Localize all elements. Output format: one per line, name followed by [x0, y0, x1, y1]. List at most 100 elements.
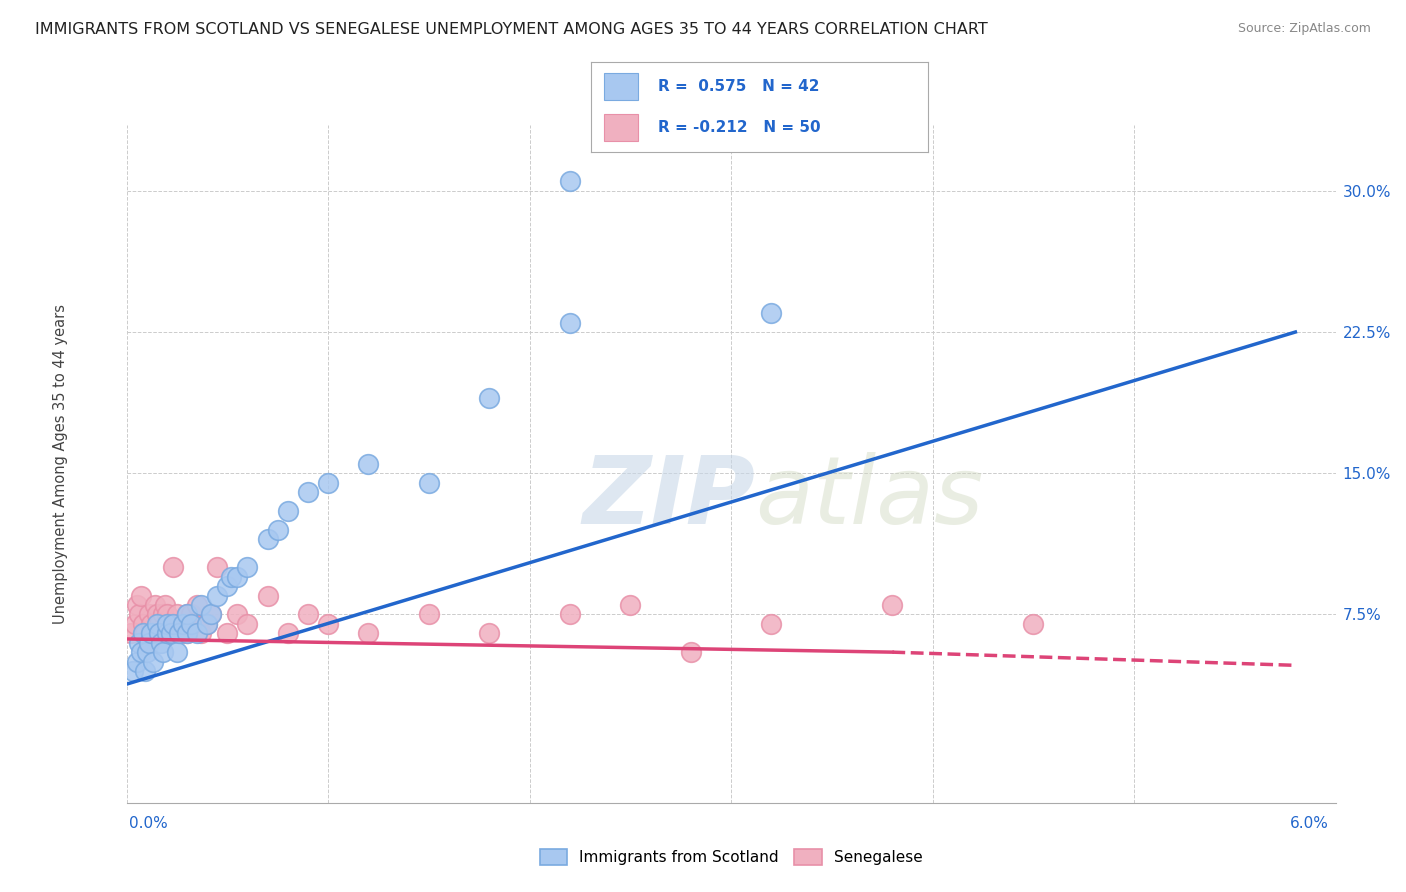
Point: [256, 532, 278, 546]
Point: [297, 485, 319, 500]
Point: [195, 616, 218, 631]
Text: Source: ZipAtlas.com: Source: ZipAtlas.com: [1237, 22, 1371, 36]
Point: [166, 645, 188, 659]
Text: IMMIGRANTS FROM SCOTLAND VS SENEGALESE UNEMPLOYMENT AMONG AGES 35 TO 44 YEARS CO: IMMIGRANTS FROM SCOTLAND VS SENEGALESE U…: [35, 22, 988, 37]
Point: [162, 560, 184, 574]
Point: [176, 626, 198, 640]
Point: [135, 645, 157, 659]
Point: [142, 626, 165, 640]
Point: [128, 607, 150, 622]
Point: [226, 570, 249, 584]
Point: [125, 655, 148, 669]
Point: [135, 636, 157, 650]
Point: [236, 616, 259, 631]
Point: [134, 664, 156, 678]
Text: atlas: atlas: [755, 452, 984, 543]
Point: [226, 607, 249, 622]
Point: [357, 626, 380, 640]
Point: [190, 598, 212, 612]
FancyBboxPatch shape: [605, 114, 638, 141]
Point: [297, 607, 319, 622]
Point: [121, 664, 143, 678]
Point: [217, 626, 239, 640]
Point: [172, 616, 194, 631]
Point: [148, 616, 170, 631]
Point: [176, 607, 198, 622]
Point: [205, 589, 228, 603]
Point: [1022, 616, 1045, 631]
Point: [558, 607, 581, 622]
Point: [761, 616, 783, 631]
Point: [124, 616, 146, 631]
Point: [148, 626, 170, 640]
Point: [128, 636, 150, 650]
Legend: Immigrants from Scotland, Senegalese: Immigrants from Scotland, Senegalese: [531, 842, 931, 873]
Point: [221, 570, 243, 584]
Point: [156, 626, 179, 640]
Point: [176, 626, 198, 640]
Point: [418, 607, 440, 622]
Point: [152, 645, 174, 659]
Point: [138, 607, 160, 622]
Text: R = -0.212   N = 50: R = -0.212 N = 50: [658, 120, 821, 135]
Point: [200, 607, 222, 622]
Point: [277, 626, 299, 640]
FancyBboxPatch shape: [605, 73, 638, 100]
Point: [761, 306, 783, 320]
Point: [149, 626, 172, 640]
Point: [478, 626, 501, 640]
Point: [157, 616, 180, 631]
Point: [478, 391, 501, 405]
Point: [142, 655, 165, 669]
Point: [619, 598, 641, 612]
Point: [357, 457, 380, 471]
Point: [134, 626, 156, 640]
Point: [316, 475, 339, 490]
Point: [149, 636, 172, 650]
Point: [131, 616, 153, 631]
Point: [200, 607, 222, 622]
Point: [316, 616, 339, 631]
Text: 6.0%: 6.0%: [1289, 816, 1329, 830]
Point: [217, 579, 239, 593]
Point: [139, 616, 162, 631]
Point: [167, 616, 190, 631]
Point: [162, 616, 184, 631]
Text: R =  0.575   N = 42: R = 0.575 N = 42: [658, 79, 820, 94]
Point: [156, 616, 179, 631]
Point: [558, 316, 581, 330]
Point: [152, 607, 174, 622]
Point: [153, 598, 176, 612]
Point: [236, 560, 259, 574]
Point: [125, 598, 148, 612]
Point: [267, 523, 290, 537]
Point: [120, 626, 142, 640]
Point: [172, 626, 194, 640]
Point: [156, 626, 179, 640]
Point: [679, 645, 702, 659]
Point: [143, 598, 166, 612]
Point: [256, 589, 278, 603]
Text: 0.0%: 0.0%: [129, 816, 169, 830]
Point: [418, 475, 440, 490]
Point: [156, 607, 179, 622]
Point: [176, 607, 198, 622]
Point: [139, 626, 162, 640]
Point: [160, 626, 183, 640]
Point: [195, 616, 218, 631]
Point: [277, 504, 299, 518]
Point: [180, 616, 202, 631]
Point: [558, 174, 581, 188]
Point: [146, 616, 169, 631]
Point: [186, 598, 208, 612]
Point: [186, 626, 208, 640]
Point: [180, 607, 202, 622]
Point: [160, 626, 183, 640]
Point: [129, 645, 152, 659]
Point: [167, 626, 190, 640]
Point: [129, 589, 152, 603]
Text: Unemployment Among Ages 35 to 44 years: Unemployment Among Ages 35 to 44 years: [52, 304, 67, 624]
Point: [131, 626, 153, 640]
Point: [190, 626, 212, 640]
Point: [166, 607, 188, 622]
